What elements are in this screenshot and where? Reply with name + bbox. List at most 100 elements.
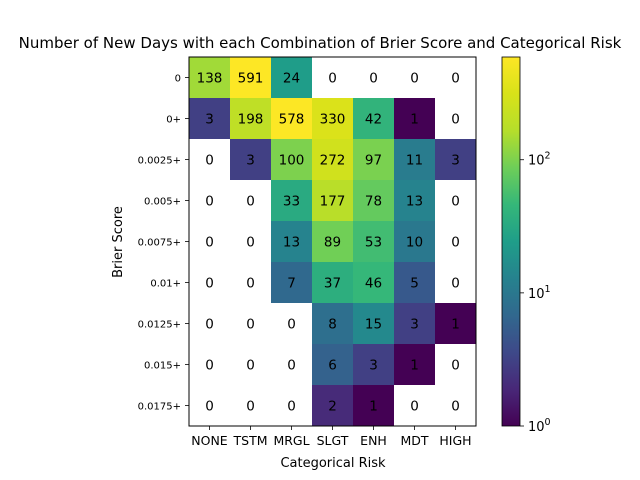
heatmap-cell [271,57,313,99]
heatmap-cell [312,303,354,345]
heatmap-cell [435,262,477,304]
colorbar [501,56,521,427]
cell-value-label: 0 [451,235,460,251]
cell-value-label: 591 [238,71,264,87]
heatmap-cell [189,385,231,427]
heatmap-cell [435,180,477,222]
heatmap-cell [312,385,354,427]
y-axis-label: Brier Score [111,206,126,278]
cell-value-label: 42 [365,112,382,128]
heatmap-cell [271,303,313,345]
cell-value-label: 272 [320,153,346,169]
x-tick-label: MDT [400,433,428,448]
cell-value-label: 0 [287,399,296,415]
cell-value-label: 0 [451,194,460,210]
heatmap-cell [271,221,313,263]
cell-value-label: 0 [205,399,214,415]
cell-value-label: 578 [279,112,305,128]
cell-value-label: 89 [324,235,341,251]
heatmap-cell [312,180,354,222]
cell-value-label: 0 [287,358,296,374]
x-axis-label: Categorical Risk [280,456,386,471]
cell-value-label: 0 [246,358,255,374]
heatmap-cells [189,57,477,427]
cell-value-label: 37 [324,276,341,292]
cell-value-label: 0 [369,71,378,87]
heatmap-cell [394,180,436,222]
cell-value-label: 177 [320,194,346,210]
cell-value-label: 1 [410,358,419,374]
colorbar-ticks: 100 101 102 [520,151,551,435]
heatmap-cell [230,221,272,263]
x-tick-label: TSTM [233,433,268,448]
heatmap-cell [189,98,231,140]
cell-value-label: 5 [410,276,419,292]
heatmap-cell [230,98,272,140]
heatmap-cell [271,139,313,181]
heatmap-cell [230,344,272,386]
cell-value-label: 0 [205,317,214,333]
cell-value-label: 0 [451,276,460,292]
cell-value-label: 3 [410,317,419,333]
heatmap-cell [435,139,477,181]
heatmap-cell [230,57,272,99]
cell-value-label: 1 [451,317,460,333]
cell-value-label: 0 [246,399,255,415]
cell-value-label: 53 [365,235,382,251]
cell-value-label: 7 [287,276,296,292]
heatmap-cell [312,57,354,99]
heatmap-cell [271,385,313,427]
cell-value-label: 0 [205,358,214,374]
heatmap-cell [189,221,231,263]
heatmap-cell [394,139,436,181]
heatmap-cell [312,221,354,263]
cell-value-label: 0 [451,112,460,128]
y-tick-label: 0.015+ [144,361,181,372]
heatmap-cell [394,57,436,99]
heatmap-cell [189,139,231,181]
heatmap-cell [353,57,395,99]
y-axis-ticks: 0 0+ 0.0025+ 0.005+ 0.0075+ 0.01+ 0.0125+ 0.015… [138,74,189,413]
y-tick-label: 0.0175+ [138,402,181,413]
heatmap-cell [189,262,231,304]
y-tick-label: 0.005+ [144,197,181,208]
heatmap-cell [189,303,231,345]
heatmap-cell [271,344,313,386]
heatmap-cell [394,344,436,386]
cell-value-label: 0 [451,399,460,415]
cell-value-label: 138 [197,71,223,87]
heatmap-cell [353,385,395,427]
heatmap-cell [230,303,272,345]
y-tick-label: 0.0075+ [138,238,181,249]
heatmap-cell-labels: 138 591 24 0 0 0 03 198 578 330 42 1 00 3 100 272 97 11 30… [197,71,460,415]
cell-value-label: 198 [238,112,264,128]
heatmap-cell [230,385,272,427]
y-tick-label: 0.0025+ [138,156,181,167]
x-tick-label: NONE [191,433,228,448]
x-tick-label: ENH [360,433,387,448]
heatmap-cell [271,262,313,304]
heatmap-cell [353,98,395,140]
heatmap-cell [189,344,231,386]
x-axis-ticks: NONE TSTM MRGL SLGT ENH MDT HIGH [191,426,472,448]
y-tick-label: 0.0125+ [138,320,181,331]
heatmap-cell [435,303,477,345]
cell-value-label: 0 [205,276,214,292]
cell-value-label: 3 [369,358,378,374]
cell-value-label: 0 [246,194,255,210]
heatmap-cell [435,344,477,386]
cell-value-label: 3 [246,153,255,169]
cell-value-label: 6 [328,358,337,374]
cell-value-label: 10 [406,235,423,251]
cell-value-label: 0 [246,235,255,251]
cell-value-label: 97 [365,153,382,169]
heatmap-cell [312,262,354,304]
cell-value-label: 13 [283,235,300,251]
heatmap-cell [271,98,313,140]
cell-value-label: 1 [369,399,378,415]
cell-value-label: 3 [451,153,460,169]
cell-value-label: 0 [287,317,296,333]
colorbar-tick-label: 101 [528,284,551,302]
cell-value-label: 0 [451,358,460,374]
heatmap-cell [435,98,477,140]
